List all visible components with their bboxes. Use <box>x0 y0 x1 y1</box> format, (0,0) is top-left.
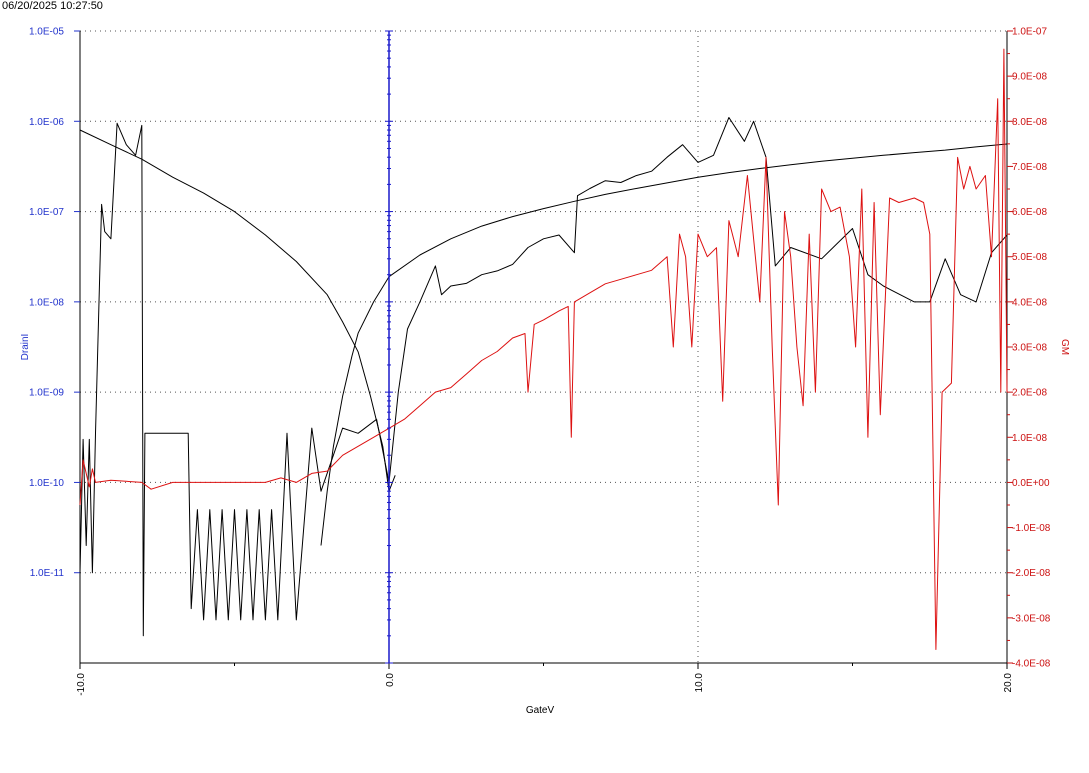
right-tick-label: 8.0E-08 <box>1012 117 1047 128</box>
right-tick-label: -3.0E-08 <box>1012 613 1051 624</box>
right-tick-label: 1.0E-07 <box>1012 27 1047 38</box>
right-tick-label: 1.0E-08 <box>1012 433 1047 444</box>
right-tick-label: 7.0E-08 <box>1012 162 1047 173</box>
timestamp: 06/20/2025 10:27:50 <box>2 0 103 12</box>
cursor-layer[interactable] <box>385 30 393 664</box>
right-tick-label: -4.0E-08 <box>1012 659 1051 670</box>
left-tick-label: 1.0E-06 <box>29 117 64 128</box>
left-tick-label: 1.0E-05 <box>29 27 64 38</box>
left-axis-ticks: 1.0E-05 1.0E-06 1.0E-07 1.0E-08 1.0E-09 1.0E-… <box>29 27 80 579</box>
series-line-2 <box>320 143 1008 546</box>
right-tick-label: 6.0E-08 <box>1012 207 1047 218</box>
left-tick-label: 1.0E-07 <box>29 207 64 218</box>
x-tick-label: 10.0 <box>694 673 705 693</box>
right-axis-ticks: 1.0E-07 9.0E-08 8.0E-08 7.0E-08 6.0E-08 5.0E-… <box>1007 27 1051 670</box>
right-tick-label: 0.0E+00 <box>1012 478 1050 489</box>
right-tick-label: -2.0E-08 <box>1012 568 1051 579</box>
series-line-1 <box>79 129 396 492</box>
left-axis-label: DrainI <box>20 334 31 361</box>
left-tick-label: 1.0E-09 <box>29 388 64 399</box>
series-line-3 <box>79 117 1008 637</box>
right-tick-label: 3.0E-08 <box>1012 343 1047 354</box>
x-axis-ticks: -10.0 0.0 10.0 20.0 <box>76 663 1014 696</box>
right-tick-label: 2.0E-08 <box>1012 388 1047 399</box>
left-tick-label: 1.0E-10 <box>29 478 64 489</box>
left-tick-label: 1.0E-11 <box>30 568 65 579</box>
x-tick-label: 20.0 <box>1003 673 1014 693</box>
right-tick-label: -1.0E-08 <box>1012 523 1051 534</box>
x-tick-label: 0.0 <box>385 673 396 687</box>
right-tick-label: 9.0E-08 <box>1012 72 1047 83</box>
right-axis-label: GM <box>1059 339 1070 355</box>
right-tick-label: 5.0E-08 <box>1012 252 1047 263</box>
x-axis-label: GateV <box>526 705 555 716</box>
left-tick-label: 1.0E-08 <box>29 297 64 308</box>
series-layer <box>79 48 1008 650</box>
series-line-4 <box>79 48 1008 650</box>
x-tick-label: -10.0 <box>76 673 87 696</box>
right-tick-label: 4.0E-08 <box>1012 297 1047 308</box>
